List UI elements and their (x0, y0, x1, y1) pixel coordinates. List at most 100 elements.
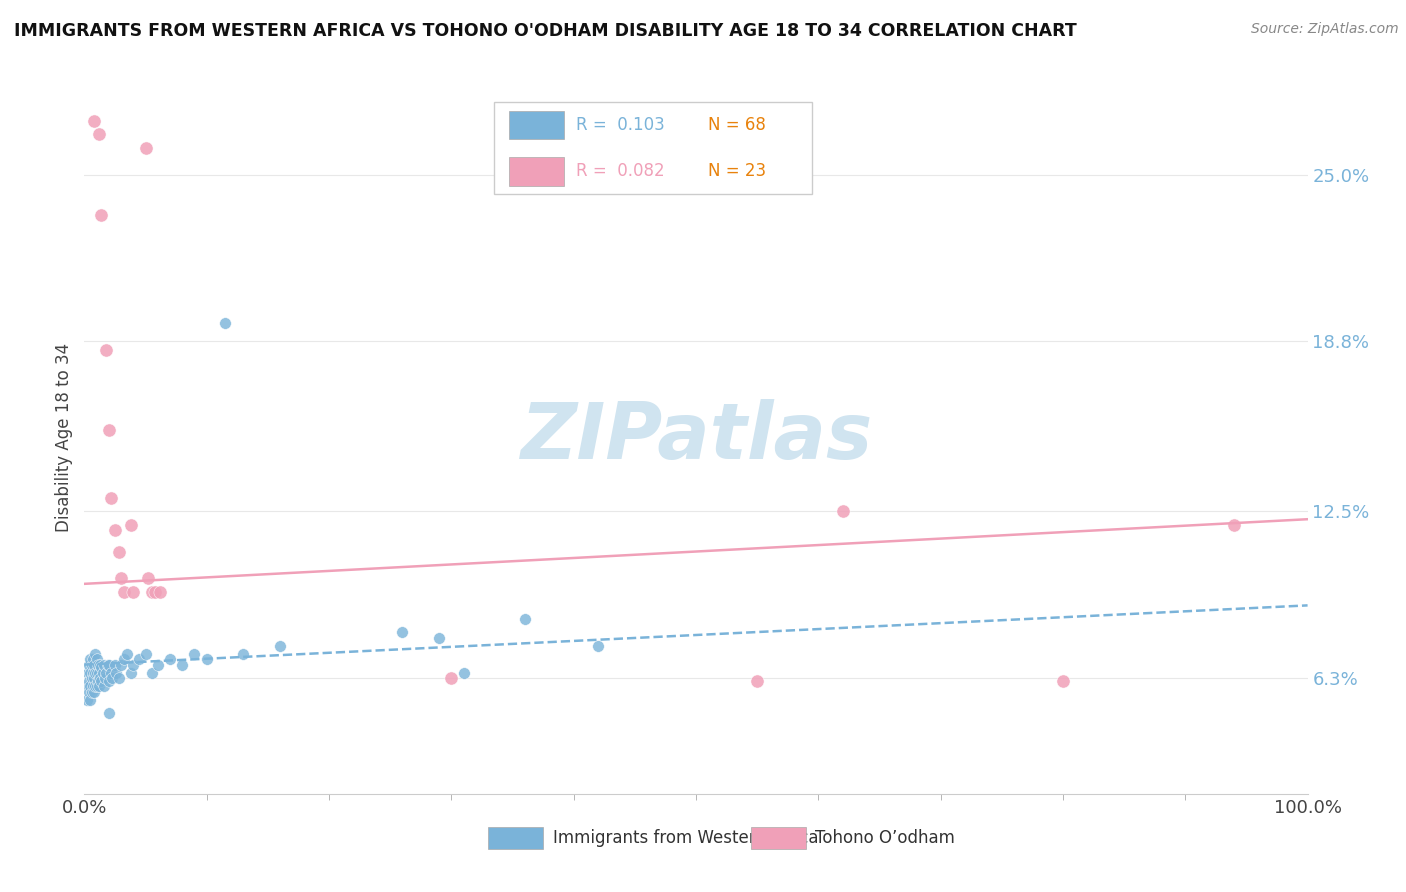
Point (96, 665, 118, 680)
Text: Immigrants from Western Africa: Immigrants from Western Africa (553, 830, 818, 847)
Point (104, 657, 127, 672)
Point (747, 673, 769, 688)
Point (232, 647, 254, 661)
Point (90, 208, 112, 222)
Point (77, 684, 100, 698)
Point (89, 671, 111, 685)
Point (513, 612, 536, 626)
Point (159, 652, 181, 666)
FancyBboxPatch shape (509, 111, 564, 139)
Y-axis label: Disability Age 18 to 34: Disability Age 18 to 34 (55, 343, 73, 532)
Point (87, 657, 110, 672)
Point (84, 647, 107, 661)
Text: Tohono O’odham: Tohono O’odham (814, 830, 955, 847)
Point (82, 665, 104, 680)
Point (100, 491, 122, 505)
Point (84, 665, 107, 680)
Point (586, 639, 609, 653)
Point (87, 127, 110, 141)
Point (120, 517, 142, 532)
Point (120, 665, 142, 680)
Point (110, 657, 132, 672)
Point (77, 657, 100, 672)
Point (87, 673, 110, 688)
Point (183, 647, 205, 661)
Point (105, 665, 128, 680)
Point (831, 504, 853, 518)
Point (440, 671, 463, 685)
Point (149, 585, 172, 599)
Point (94, 671, 117, 685)
Text: IMMIGRANTS FROM WESTERN AFRICA VS TOHONO O'ODHAM DISABILITY AGE 18 TO 34 CORRELA: IMMIGRANTS FROM WESTERN AFRICA VS TOHONO… (14, 22, 1077, 40)
Text: R =  0.082: R = 0.082 (576, 162, 665, 180)
Point (214, 316, 236, 330)
Point (1223, 517, 1246, 532)
Point (76, 692, 98, 706)
Point (83, 671, 105, 685)
Point (96, 343, 118, 357)
Point (77, 673, 100, 688)
Point (77, 679, 100, 693)
Point (1052, 673, 1074, 688)
Point (86, 652, 108, 666)
Point (122, 585, 145, 599)
Point (93, 657, 115, 672)
Point (87, 679, 110, 693)
Point (136, 571, 159, 585)
Point (93, 679, 115, 693)
Point (107, 544, 129, 558)
Point (195, 652, 218, 666)
Text: R =  0.103: R = 0.103 (576, 116, 665, 134)
Point (97, 657, 120, 672)
Point (172, 657, 194, 672)
Point (83, 657, 105, 672)
Point (101, 671, 124, 685)
Point (90, 660, 112, 674)
Point (115, 647, 138, 661)
Point (146, 657, 169, 672)
Point (77, 665, 100, 680)
Point (141, 665, 163, 680)
Point (86, 665, 108, 680)
Point (453, 665, 475, 680)
Point (84, 679, 107, 693)
Point (79, 679, 101, 693)
Point (107, 671, 129, 685)
Text: Source: ZipAtlas.com: Source: ZipAtlas.com (1251, 22, 1399, 37)
Point (97, 673, 120, 688)
Point (97, 706, 120, 720)
Text: ZIPatlas: ZIPatlas (520, 399, 872, 475)
Point (91, 665, 114, 680)
Point (80, 657, 103, 672)
Point (80, 671, 103, 685)
FancyBboxPatch shape (488, 828, 543, 849)
FancyBboxPatch shape (751, 828, 806, 849)
Point (83, 684, 105, 698)
Point (86, 6, 108, 21)
Point (427, 631, 450, 645)
Point (141, 585, 163, 599)
Point (128, 652, 150, 666)
Point (90, 673, 112, 688)
Point (82, 652, 104, 666)
Text: N = 23: N = 23 (709, 162, 766, 180)
Point (112, 585, 135, 599)
FancyBboxPatch shape (494, 102, 813, 194)
Point (97, 657, 120, 672)
Point (97, 423, 120, 437)
Point (122, 657, 145, 672)
Point (391, 625, 413, 640)
Point (79, 665, 101, 680)
Point (86, 679, 108, 693)
Point (135, 140, 157, 154)
Point (83, 113, 105, 128)
Point (104, 523, 127, 537)
Point (80, 684, 103, 698)
Point (269, 639, 291, 653)
Point (143, 585, 166, 599)
FancyBboxPatch shape (509, 157, 564, 186)
Point (110, 571, 132, 585)
Point (100, 665, 122, 680)
Point (135, 647, 157, 661)
Text: N = 68: N = 68 (709, 116, 766, 134)
